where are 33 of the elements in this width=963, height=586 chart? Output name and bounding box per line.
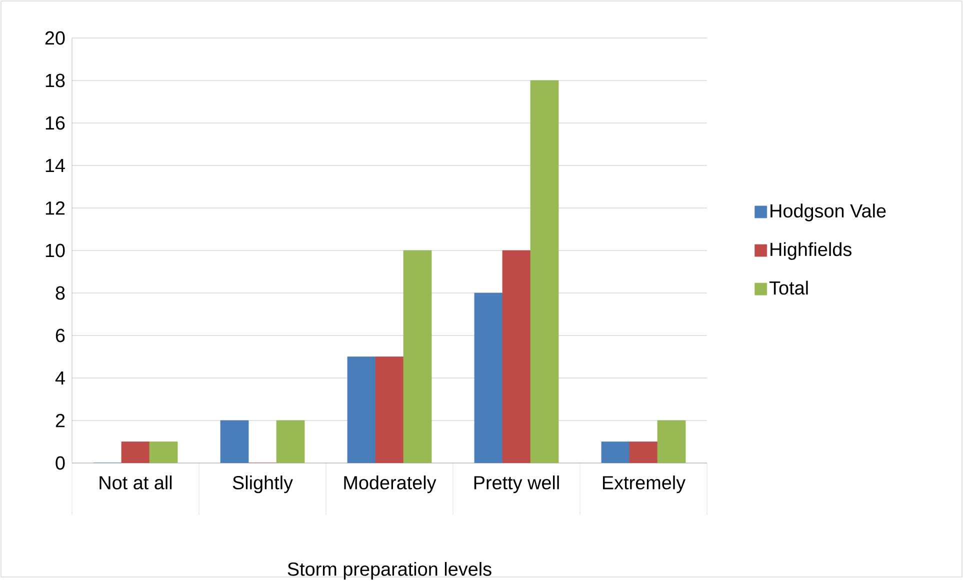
bar [502,250,531,464]
y-tick-label: 4 [55,372,65,385]
bar [220,420,249,464]
legend-label: Total [769,280,808,295]
x-tick-label: Not at all [100,476,172,490]
y-tick-label: 20 [45,31,65,45]
bar [629,442,658,464]
y-tick-label: 6 [56,328,65,342]
x-tick-label: Slightly [232,476,293,494]
y-tick-label: 0 [56,456,65,470]
y-tick-label: 12 [46,201,65,215]
bar [657,420,686,464]
y-tick-label: 16 [46,116,65,130]
x-tick-label: Pretty well [474,476,559,494]
x-tick-label: Moderately [344,476,436,494]
y-tick-label: 8 [56,286,65,300]
y-tick-label: 18 [46,74,65,88]
bar [375,356,404,464]
y-tick-label: 14 [46,159,65,172]
bar [474,292,503,464]
legend-label: Highfields [770,242,852,260]
bar [347,356,376,464]
x-tick-label: Extremely [602,476,686,494]
legend-label: Hodgson Vale [770,204,886,222]
y-tick-label: 10 [46,244,65,258]
y-tick-label: 2 [56,414,65,428]
bar [276,420,305,464]
bar [149,442,178,464]
bar [530,80,559,464]
x-axis-title: Storm preparation levels [288,562,492,580]
bar [403,250,432,464]
bar [121,442,150,464]
bar [601,442,630,464]
